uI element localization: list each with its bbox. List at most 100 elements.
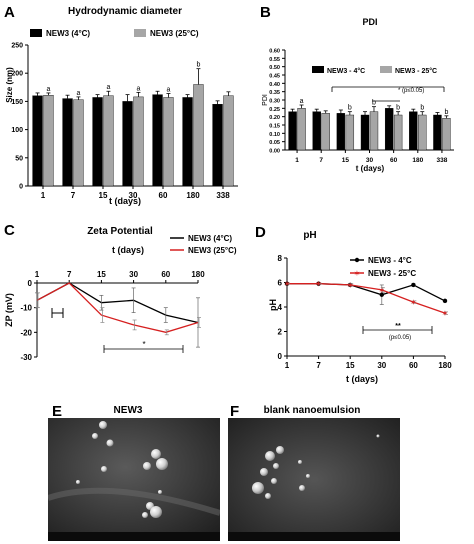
chart-c-xtick-label: 1 — [35, 270, 40, 279]
chart-c-ytick-label: -10 — [20, 304, 32, 313]
chart-b-bar-1 — [409, 111, 418, 151]
chart-b-ytick-label: 0.45 — [269, 74, 280, 80]
chart-b-bar-2 — [345, 114, 355, 151]
panel-title-e: NEW3 — [114, 405, 143, 416]
chart-b-bar-1 — [288, 111, 297, 151]
chart-d-point-2: ✶ — [315, 280, 322, 289]
sem-image-blank — [228, 418, 400, 541]
chart-d-point-1 — [442, 298, 448, 304]
chart-d-ytick-label: 4 — [278, 303, 283, 312]
chart-b-xtick-label: 1 — [295, 157, 299, 164]
chart-a-legend-label-2: NEW3 (25°C) — [150, 29, 199, 38]
chart-a-bar-2 — [43, 94, 54, 187]
chart-b-ytick-label: 0.25 — [269, 107, 280, 113]
chart-d-xtick-label: 7 — [316, 361, 321, 370]
chart-a-ylabel: Size (nm) — [5, 67, 14, 103]
chart-b-ytick-label: 0.60 — [269, 49, 280, 55]
chart-a-xlabel: t (days) — [109, 196, 141, 206]
chart-a-sig-letter: a — [76, 90, 80, 97]
chart-a-xtick-label: 338 — [216, 191, 230, 200]
chart-b-xlabel: t (days) — [356, 164, 385, 173]
chart-d-sig-label: ** — [395, 323, 401, 330]
chart-a-bar-1 — [62, 98, 73, 187]
chart-a-sig-letter: a — [166, 87, 170, 94]
chart-b-xtick-label: 30 — [366, 157, 374, 164]
chart-d-ytick-label: 2 — [278, 328, 283, 337]
chart-c-ylabel: ZP (mV) — [4, 293, 14, 327]
chart-a-ytick-label: 100 — [11, 127, 23, 134]
panel-title-a: Hydrodynamic diameter — [68, 6, 182, 17]
chart-a-sig-letter: b — [196, 62, 200, 69]
chart-d-point-2: ✶ — [347, 281, 354, 290]
chart-d-xtick-label: 15 — [346, 361, 355, 370]
chart-c-sig-label: * — [142, 340, 145, 349]
chart-b-bar-1 — [433, 114, 442, 151]
chart-b-bar-1 — [336, 113, 346, 151]
chart-b-bar-1 — [312, 111, 321, 151]
chart-b-xtick-label: 180 — [412, 157, 423, 164]
sem-image-new3 — [48, 418, 220, 541]
chart-c-legend-label-2: NEW3 (25°C) — [188, 246, 237, 255]
chart-a-bar-2 — [163, 97, 174, 187]
chart-a-sig-letter: a — [136, 85, 140, 92]
sem-image-blank-texture — [228, 418, 400, 541]
chart-b-bar-2 — [393, 114, 403, 151]
chart-d-xtick-label: 60 — [409, 361, 418, 370]
panel-title-d: pH — [303, 230, 316, 241]
chart-a-ytick-label: 250 — [11, 43, 23, 50]
chart-a-sig-letter: a — [106, 84, 110, 91]
chart-b-legend-label-2: NEW3 - 25°C — [395, 67, 437, 75]
chart-b-ytick-label: 0.55 — [269, 57, 280, 63]
chart-b-ytick-label: 0.00 — [269, 149, 280, 155]
sem-image-new3-databar — [48, 532, 220, 541]
panel-letter-b: B — [260, 4, 271, 21]
panel-letter-c: C — [4, 222, 15, 239]
chart-b-xtick-label: 338 — [436, 157, 447, 164]
chart-b-ytick-label: 0.30 — [269, 99, 280, 105]
chart-b-bar-1 — [360, 114, 370, 151]
chart-d-series-line-2 — [287, 283, 446, 314]
chart-d-series-line-1 — [287, 283, 446, 302]
chart-b-ytick-label: 0.50 — [269, 65, 280, 71]
chart-c-xtick-label: 60 — [161, 270, 170, 279]
chart-d-xtick-label: 30 — [377, 361, 386, 370]
chart-d-xtick-label: 180 — [438, 361, 452, 370]
chart-c-xtick-label: 30 — [129, 270, 138, 279]
chart-a-bar-1 — [32, 95, 43, 187]
chart-c-xlabel: t (days) — [112, 245, 144, 255]
chart-b-sig-letter: b — [372, 100, 376, 107]
chart-b-ytick-label: 0.35 — [269, 90, 280, 96]
panel-letter-d: D — [255, 224, 266, 241]
chart-c-series-line-2 — [36, 282, 199, 333]
chart-a-bar-1 — [182, 97, 193, 187]
chart-a-bar-1 — [122, 101, 133, 187]
chart-d-legend-label-2: NEW3 - 25°C — [368, 269, 416, 278]
chart-a-legend-swatch-1 — [30, 29, 42, 37]
chart-a-bar-2 — [223, 95, 234, 187]
chart-a-xtick-label: 7 — [71, 191, 76, 200]
chart-a-bar-2 — [73, 99, 84, 187]
chart-d-ytick-label: 8 — [278, 254, 283, 263]
chart-d-xtick-label: 1 — [285, 361, 290, 370]
chart-a-bar-2 — [193, 84, 204, 187]
panel-letter-f: F — [230, 403, 239, 420]
chart-d-xlabel: t (days) — [346, 374, 378, 384]
chart-b-bar-2 — [369, 111, 379, 151]
chart-a-xtick-label: 180 — [186, 191, 200, 200]
chart-b-bar-2 — [321, 113, 330, 151]
panel-title-c: Zeta Potential — [87, 226, 153, 237]
chart-d-ytick-label: 6 — [278, 279, 283, 288]
chart-a-legend-swatch-2 — [134, 29, 146, 37]
chart-a-xtick-label: 15 — [99, 191, 108, 200]
chart-a-legend-label-1: NEW3 (4°C) — [46, 29, 90, 38]
chart-b-sig-letter: a — [300, 98, 304, 105]
chart-b-legend-swatch-2 — [380, 66, 392, 73]
chart-a-xtick-label: 30 — [129, 191, 138, 200]
panel-letter-e: E — [52, 403, 62, 420]
chart-d-point-2: ✶ — [410, 298, 417, 307]
sem-image-blank-databar — [228, 532, 400, 541]
chart-d-point-1 — [379, 292, 384, 297]
chart-d-point-2: ✶ — [378, 286, 385, 295]
